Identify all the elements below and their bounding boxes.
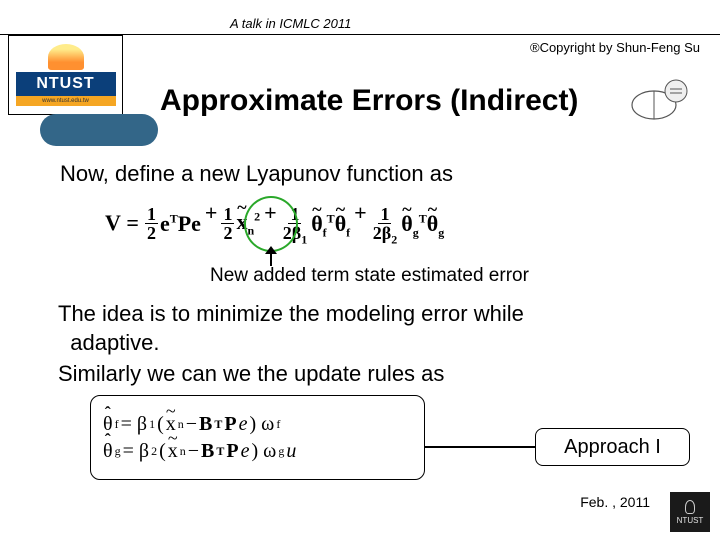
logo-graphic bbox=[48, 44, 84, 70]
footer-logo: NTUST bbox=[670, 492, 710, 532]
approach-callout: Approach I bbox=[535, 428, 690, 466]
footer-date: Feb. , 2011 bbox=[580, 494, 650, 510]
body-line-3: Similarly we can we the update rules as bbox=[58, 360, 444, 389]
logo-text: NTUST bbox=[16, 72, 116, 96]
header-talk-line: A talk in ICMLC 2011 bbox=[230, 16, 351, 31]
update-rules-box: θf = β1 ( xn − BTPe ) ωf θg = β2 ( xn − … bbox=[90, 395, 425, 480]
body-line-1: Now, define a new Lyapunov function as bbox=[60, 160, 453, 189]
book-icon bbox=[630, 75, 690, 130]
eq-lhs: V = bbox=[105, 210, 139, 236]
update-rule-2: θg = β2 ( xn − BTPe ) ωg u bbox=[103, 440, 412, 463]
copyright-text: ®Copyright by Shun-Feng Su bbox=[530, 40, 700, 55]
annotation-text: New added term state estimated error bbox=[210, 265, 529, 287]
highlight-circle bbox=[244, 196, 298, 252]
slide-title: Approximate Errors (Indirect) bbox=[160, 84, 578, 118]
title-accent-bar bbox=[40, 114, 158, 146]
footer-logo-text: NTUST bbox=[677, 516, 704, 525]
arrow-line bbox=[270, 250, 272, 266]
body-line-2: The idea is to minimize the modeling err… bbox=[58, 300, 678, 357]
bulb-icon bbox=[685, 500, 695, 514]
logo-url: www.ntust.edu.tw bbox=[16, 96, 116, 106]
ntust-logo: NTUST www.ntust.edu.tw bbox=[8, 35, 123, 115]
callout-connector bbox=[425, 446, 535, 448]
update-rule-1: θf = β1 ( xn − BTPe ) ωf bbox=[103, 413, 412, 436]
